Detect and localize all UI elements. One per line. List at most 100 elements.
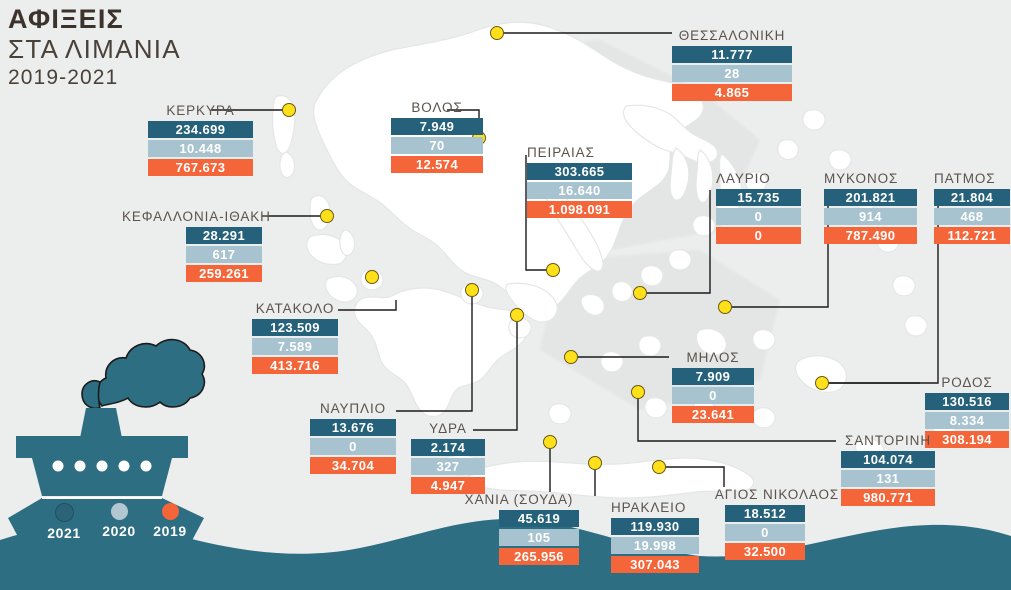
bar-2019-kefallonia: 259.261 [186, 265, 262, 282]
bar-2020-ydra: 327 [411, 458, 485, 475]
bars-kerkyra: 234.699 10.448 767.673 [148, 121, 253, 176]
bar-2021-volos: 7.949 [391, 118, 483, 135]
bar-2019-chania: 265.956 [499, 548, 579, 565]
port-label-chania: ΧΑΝΙΑ (ΣΟΥΔΑ) [464, 492, 574, 507]
port-card-irakleio: ΗΡΑΚΛΕΙΟ 119.930 19.998 307.043 [611, 500, 699, 573]
port-card-ydra: ΥΔΡΑ 2.174 327 4.947 [411, 421, 485, 494]
bars-ydra: 2.174 327 4.947 [411, 439, 485, 494]
port-card-rodos: ΡΟΔΟΣ 130.516 8.334 308.194 [925, 375, 1009, 448]
legend-item-2020[interactable]: 2020 [89, 503, 149, 539]
bar-2019-kerkyra: 767.673 [148, 159, 253, 176]
bar-2019-santorini: 980.771 [841, 489, 935, 506]
legend-label-2020: 2020 [102, 523, 136, 539]
bars-rodos: 130.516 8.334 308.194 [925, 393, 1009, 448]
port-card-katakolo: ΚΑΤΑΚΟΛΟ 123.509 7.589 413.716 [252, 301, 338, 374]
bar-2021-santorini: 104.074 [841, 451, 935, 468]
bar-2021-rodos: 130.516 [925, 393, 1009, 410]
port-label-patmos: ΠΑΤΜΟΣ [934, 171, 996, 186]
port-label-katakolo: ΚΑΤΑΚΟΛΟ [255, 301, 335, 316]
bar-2020-lavrio: 0 [716, 208, 801, 225]
port-label-santorini: ΣΑΝΤΟΡΙΝΗ [845, 433, 931, 448]
bar-2019-milos: 23.641 [672, 406, 754, 423]
page-years: 2019-2021 [8, 66, 119, 89]
bar-2021-ydra: 2.174 [411, 439, 485, 456]
bar-2021-chania: 45.619 [499, 510, 579, 527]
bars-nafplio: 13.676 0 34.704 [310, 419, 396, 474]
ship-funnel [80, 408, 122, 438]
bars-chania: 45.619 105 265.956 [499, 510, 579, 565]
port-label-peiraias: ΠΕΙΡΑΙΑΣ [527, 145, 595, 160]
bars-irakleio: 119.930 19.998 307.043 [611, 518, 699, 573]
bar-2020-kefallonia: 617 [186, 246, 262, 263]
port-card-kefallonia: ΚΕΦΑΛΛΟΝΙΑ-ΙΘΑΚΗ 28.291 617 259.261 [122, 209, 271, 282]
port-label-ydra: ΥΔΡΑ [429, 421, 467, 436]
bar-2019-agiosnikolaos: 32.500 [725, 543, 805, 560]
bar-2019-mykonos: 787.490 [824, 227, 917, 244]
port-card-milos: ΜΗΛΟΣ 7.909 0 23.641 [672, 350, 754, 423]
bar-2020-milos: 0 [672, 387, 754, 404]
bar-2020-volos: 70 [391, 137, 483, 154]
circle-outline-icon [54, 503, 74, 522]
bar-2019-rodos: 308.194 [925, 431, 1009, 448]
bar-2019-volos: 12.574 [391, 156, 483, 173]
bar-2019-nafplio: 34.704 [310, 457, 396, 474]
bars-agiosnikolaos: 18.512 0 32.500 [725, 505, 805, 560]
bar-2019-katakolo: 413.716 [252, 357, 338, 374]
bar-2019-ydra: 4.947 [411, 477, 485, 494]
port-label-lavrio: ΛΑΥΡΙΟ [716, 171, 771, 186]
port-label-mykonos: ΜΥΚΟΝΟΣ [824, 171, 899, 186]
bar-2020-agiosnikolaos: 0 [725, 524, 805, 541]
port-card-thessaloniki: ΘΕΣΣΑΛΟΝΙΚΗ 11.777 28 4.865 [672, 28, 792, 101]
bars-mykonos: 201.821 914 787.490 [824, 189, 917, 244]
ship-portholes [52, 460, 152, 472]
bars-santorini: 104.074 131 980.771 [841, 451, 935, 506]
bar-2020-peiraias: 16.640 [527, 182, 632, 199]
port-label-agiosnikolaos: ΑΓΙΟΣ ΝΙΚΟΛΑΟΣ [714, 487, 840, 502]
port-label-kefallonia: ΚΕΦΑΛΛΟΝΙΑ-ΙΘΑΚΗ [122, 209, 271, 224]
bar-2021-peiraias: 303.665 [527, 163, 632, 180]
bar-2019-peiraias: 1.098.091 [527, 201, 632, 218]
bar-2021-nafplio: 13.676 [310, 419, 396, 436]
port-label-kerkyra: ΚΕΡΚΥΡΑ [166, 103, 235, 118]
port-label-rodos: ΡΟΔΟΣ [941, 375, 993, 390]
title-block: ΑΦΙΞΕΙΣ ΣΤΑ ΛΙΜΑΝΙΑ 2019-2021 [8, 4, 181, 91]
bars-peiraias: 303.665 16.640 1.098.091 [527, 163, 632, 218]
legend-item-2021[interactable]: 2021 [34, 503, 94, 541]
bar-2020-patmos: 468 [934, 208, 1010, 225]
bars-thessaloniki: 11.777 28 4.865 [672, 46, 792, 101]
bar-2021-thessaloniki: 11.777 [672, 46, 792, 63]
circle-icon [110, 503, 128, 520]
bar-2020-santorini: 131 [841, 470, 935, 487]
bar-2020-rodos: 8.334 [925, 412, 1009, 429]
bar-2019-irakleio: 307.043 [611, 556, 699, 573]
port-label-thessaloniki: ΘΕΣΣΑΛΟΝΙΚΗ [678, 28, 786, 43]
bars-milos: 7.909 0 23.641 [672, 368, 754, 423]
port-card-volos: ΒΟΛΟΣ 7.949 70 12.574 [391, 100, 483, 173]
bars-lavrio: 15.735 0 0 [716, 189, 801, 244]
port-card-santorini: ΣΑΝΤΟΡΙΝΗ 104.074 131 980.771 [841, 433, 935, 506]
bar-2021-katakolo: 123.509 [252, 319, 338, 336]
port-card-patmos: ΠΑΤΜΟΣ 21.804 468 112.721 [934, 171, 1010, 244]
circle-filled-icon [161, 503, 179, 520]
port-label-irakleio: ΗΡΑΚΛΕΙΟ [611, 500, 687, 515]
bar-2021-milos: 7.909 [672, 368, 754, 385]
bar-2020-katakolo: 7.589 [252, 338, 338, 355]
bar-2021-patmos: 21.804 [934, 189, 1010, 206]
port-label-milos: ΜΗΛΟΣ [686, 350, 740, 365]
bars-patmos: 21.804 468 112.721 [934, 189, 1010, 244]
page-title: ΑΦΙΞΕΙΣ [8, 4, 124, 34]
port-card-peiraias: ΠΕΙΡΑΙΑΣ 303.665 16.640 1.098.091 [527, 145, 632, 218]
legend-item-2019[interactable]: 2019 [140, 503, 200, 539]
bar-2021-agiosnikolaos: 18.512 [725, 505, 805, 522]
bar-2020-irakleio: 19.998 [611, 537, 699, 554]
legend-label-2019: 2019 [153, 523, 187, 539]
bar-2021-lavrio: 15.735 [716, 189, 801, 206]
bar-2020-kerkyra: 10.448 [148, 140, 253, 157]
bar-2019-thessaloniki: 4.865 [672, 84, 792, 101]
page-subtitle: ΣΤΑ ΛΙΜΑΝΙΑ [8, 34, 181, 64]
bar-2020-thessaloniki: 28 [672, 65, 792, 82]
bar-2020-nafplio: 0 [310, 438, 396, 455]
ship-deck [16, 436, 188, 496]
bars-volos: 7.949 70 12.574 [391, 118, 483, 173]
